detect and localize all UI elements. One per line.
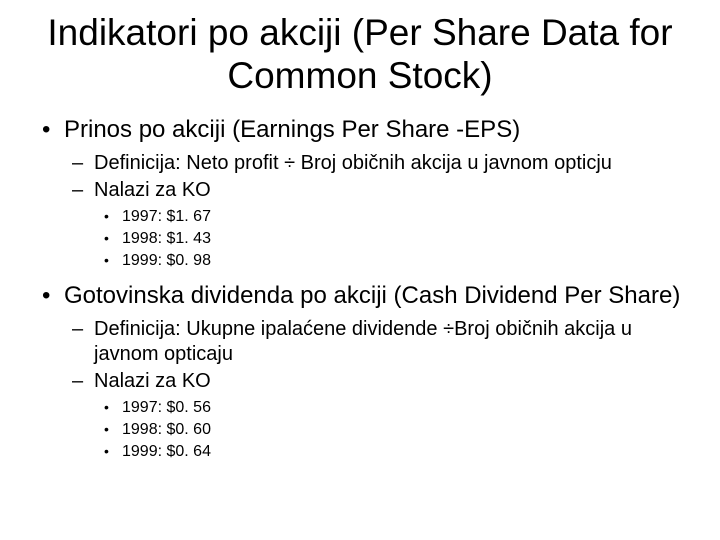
data-list: 1997: $0. 56 1998: $0. 60 1999: $0. 64 [94, 398, 690, 462]
data-item: 1998: $1. 43 [122, 229, 690, 250]
sub-text: Definicija: Neto profit ÷ Broj običnih a… [94, 152, 612, 174]
sub-text: Nalazi za KO [94, 179, 211, 201]
sub-item: Definicija: Neto profit ÷ Broj običnih a… [94, 151, 690, 176]
slide: Indikatori po akciji (Per Share Data for… [0, 0, 720, 540]
data-item: 1998: $0. 60 [122, 420, 690, 441]
bullet-list: Prinos po akciji (Earnings Per Share -EP… [30, 115, 690, 463]
slide-title: Indikatori po akciji (Per Share Data for… [30, 12, 690, 97]
section-heading: Gotovinska dividenda po akciji (Cash Div… [64, 282, 680, 309]
data-item: 1997: $0. 56 [122, 398, 690, 419]
sub-item: Definicija: Ukupne ipalaćene dividende ÷… [94, 317, 690, 367]
data-item: 1999: $0. 98 [122, 251, 690, 272]
data-item: 1999: $0. 64 [122, 442, 690, 463]
sub-item: Nalazi za KO 1997: $1. 67 1998: $1. 43 1… [94, 178, 690, 271]
data-item: 1997: $1. 67 [122, 207, 690, 228]
section-dividend: Gotovinska dividenda po akciji (Cash Div… [64, 281, 690, 462]
sub-text: Nalazi za KO [94, 370, 211, 392]
sub-text: Definicija: Ukupne ipalaćene dividende ÷… [94, 318, 632, 365]
sub-list: Definicija: Ukupne ipalaćene dividende ÷… [64, 317, 690, 462]
sub-item: Nalazi za KO 1997: $0. 56 1998: $0. 60 1… [94, 369, 690, 462]
sub-list: Definicija: Neto profit ÷ Broj običnih a… [64, 151, 690, 271]
section-eps: Prinos po akciji (Earnings Per Share -EP… [64, 115, 690, 271]
section-heading: Prinos po akciji (Earnings Per Share -EP… [64, 116, 520, 143]
data-list: 1997: $1. 67 1998: $1. 43 1999: $0. 98 [94, 207, 690, 271]
